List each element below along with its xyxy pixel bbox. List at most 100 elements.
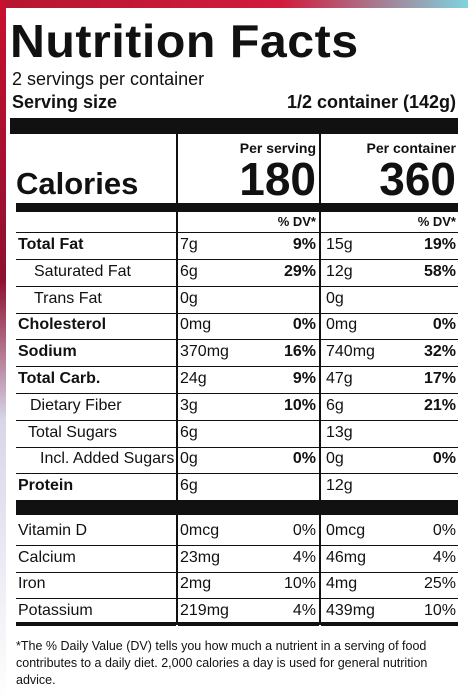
nutrient-name: Sodium bbox=[18, 343, 77, 361]
dv-header: % DV* bbox=[417, 214, 456, 229]
row-rule bbox=[321, 598, 458, 599]
row-rule bbox=[16, 285, 176, 287]
nutrient-name: Saturated Fat bbox=[34, 262, 131, 280]
row-rule bbox=[16, 446, 176, 448]
row-rule bbox=[178, 545, 319, 546]
daily-value: 21% bbox=[423, 396, 456, 414]
calories-label: Calories bbox=[16, 166, 139, 201]
row-rule bbox=[321, 232, 458, 233]
serving-size-value: 1/2 container (142g) bbox=[286, 92, 456, 112]
amount: 219mg bbox=[180, 601, 229, 619]
daily-value: 10% bbox=[283, 575, 316, 592]
row-rule bbox=[178, 339, 319, 341]
daily-value: 0% bbox=[432, 522, 456, 539]
medium-rule bbox=[321, 203, 458, 212]
nutrient-name: Iron bbox=[18, 575, 46, 592]
row-rule bbox=[178, 624, 319, 626]
title: Nutrition Facts bbox=[10, 15, 359, 67]
amount: 23mg bbox=[180, 548, 221, 566]
amount: 12g bbox=[326, 262, 353, 280]
amount: 439mg bbox=[326, 601, 375, 619]
amount: 6g bbox=[180, 423, 198, 441]
amount: 0g bbox=[326, 289, 344, 307]
row-rule bbox=[321, 366, 458, 368]
row-rule bbox=[16, 571, 176, 573]
row-rule bbox=[16, 259, 176, 260]
nutrient-name: Protein bbox=[18, 477, 74, 495]
package-edge bbox=[0, 0, 6, 700]
medium-rule bbox=[16, 203, 176, 212]
row-rule bbox=[321, 259, 458, 260]
package-edge bbox=[0, 0, 468, 8]
row-rule bbox=[178, 366, 319, 368]
daily-value: 9% bbox=[292, 236, 316, 253]
daily-value: 16% bbox=[283, 343, 316, 361]
row-rule bbox=[178, 446, 319, 448]
row-rule bbox=[178, 473, 319, 475]
footnote: *The % Daily Value (DV) tells you how mu… bbox=[16, 639, 428, 687]
row-rule bbox=[16, 339, 176, 341]
amount: 6g bbox=[180, 477, 198, 495]
amount: 0mg bbox=[180, 316, 212, 334]
row-rule bbox=[178, 571, 319, 573]
row-rule bbox=[178, 598, 319, 599]
dv-header: % DV* bbox=[277, 214, 316, 229]
daily-value: 0% bbox=[432, 316, 456, 334]
amount: 0g bbox=[326, 450, 344, 468]
nutrient-name: Cholesterol bbox=[18, 316, 107, 334]
row-rule bbox=[178, 285, 319, 287]
nutrient-name: Total Carb. bbox=[18, 370, 101, 387]
row-rule bbox=[321, 312, 458, 314]
amount: 4mg bbox=[326, 575, 358, 592]
amount: 46mg bbox=[326, 548, 367, 566]
nutrient-name: Dietary Fiber bbox=[30, 396, 122, 414]
column-header: Per container bbox=[366, 140, 456, 156]
column-rule bbox=[176, 134, 178, 624]
row-rule bbox=[16, 419, 176, 421]
nutrient-name: Total Fat bbox=[18, 236, 84, 253]
daily-value: 25% bbox=[423, 575, 456, 592]
daily-value: 0% bbox=[292, 450, 316, 468]
nutrient-name: Incl. Added Sugars bbox=[40, 450, 175, 468]
row-rule bbox=[321, 624, 458, 626]
row-rule bbox=[16, 366, 176, 368]
daily-value: 19% bbox=[423, 236, 456, 253]
row-rule bbox=[178, 232, 319, 233]
column-header: Per serving bbox=[239, 140, 316, 156]
amount: 370mg bbox=[180, 343, 229, 361]
row-rule bbox=[321, 571, 458, 573]
daily-value: 0% bbox=[292, 522, 316, 539]
daily-value: 0% bbox=[432, 450, 456, 468]
daily-value: 4% bbox=[292, 548, 316, 566]
amount: 13g bbox=[326, 423, 353, 441]
amount: 0mcg bbox=[326, 522, 366, 539]
amount: 24g bbox=[180, 370, 207, 387]
amount: 47g bbox=[326, 370, 353, 387]
row-rule bbox=[321, 339, 458, 341]
amount: 0mg bbox=[326, 316, 358, 334]
row-rule bbox=[321, 473, 458, 475]
daily-value: 4% bbox=[432, 548, 456, 566]
amount: 740mg bbox=[326, 343, 375, 361]
thick-rule bbox=[10, 118, 458, 134]
row-rule bbox=[178, 312, 319, 314]
row-rule bbox=[16, 393, 176, 394]
daily-value: 10% bbox=[423, 601, 456, 619]
amount: 12g bbox=[326, 477, 353, 495]
amount: 15g bbox=[326, 236, 353, 253]
row-rule bbox=[178, 419, 319, 421]
servings: 2 servings per container bbox=[12, 69, 205, 89]
nutrient-name: Total Sugars bbox=[28, 423, 117, 441]
row-rule bbox=[321, 545, 458, 546]
daily-value: 10% bbox=[283, 396, 316, 414]
daily-value: 29% bbox=[283, 262, 316, 280]
calories-value: 180 bbox=[239, 153, 316, 205]
daily-value: 32% bbox=[423, 343, 456, 361]
amount: 0mcg bbox=[180, 522, 220, 539]
row-rule bbox=[16, 545, 176, 546]
row-rule bbox=[321, 419, 458, 421]
serving-size-label: Serving size bbox=[12, 92, 118, 112]
amount: 2mg bbox=[180, 575, 212, 592]
amount: 0g bbox=[180, 450, 198, 468]
